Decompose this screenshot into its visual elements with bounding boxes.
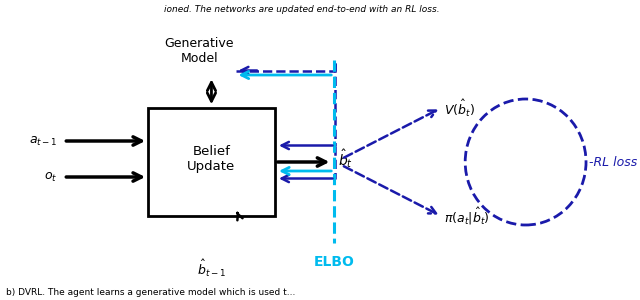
Text: $o_t$: $o_t$ (44, 170, 58, 184)
Text: b) DVRL. The agent learns a generative model which is used t...: b) DVRL. The agent learns a generative m… (6, 288, 296, 297)
Bar (148, 108, 275, 216)
Text: $\hat{b}_{t-1}$: $\hat{b}_{t-1}$ (197, 258, 226, 279)
Text: ioned. The networks are updated end-to-end with an RL loss.: ioned. The networks are updated end-to-e… (164, 4, 440, 14)
Text: $V(\hat{b}_t)$: $V(\hat{b}_t)$ (444, 98, 475, 118)
Text: $\hat{b}_t$: $\hat{b}_t$ (339, 148, 353, 170)
Text: -RL loss: -RL loss (589, 155, 637, 169)
Text: Belief
Update: Belief Update (188, 145, 236, 173)
Text: $\pi(a_t|\hat{b}_t)$: $\pi(a_t|\hat{b}_t)$ (444, 206, 490, 226)
Text: ELBO: ELBO (314, 255, 355, 269)
Text: $a_{t-1}$: $a_{t-1}$ (29, 134, 58, 148)
Text: Generative
Model: Generative Model (164, 37, 234, 65)
